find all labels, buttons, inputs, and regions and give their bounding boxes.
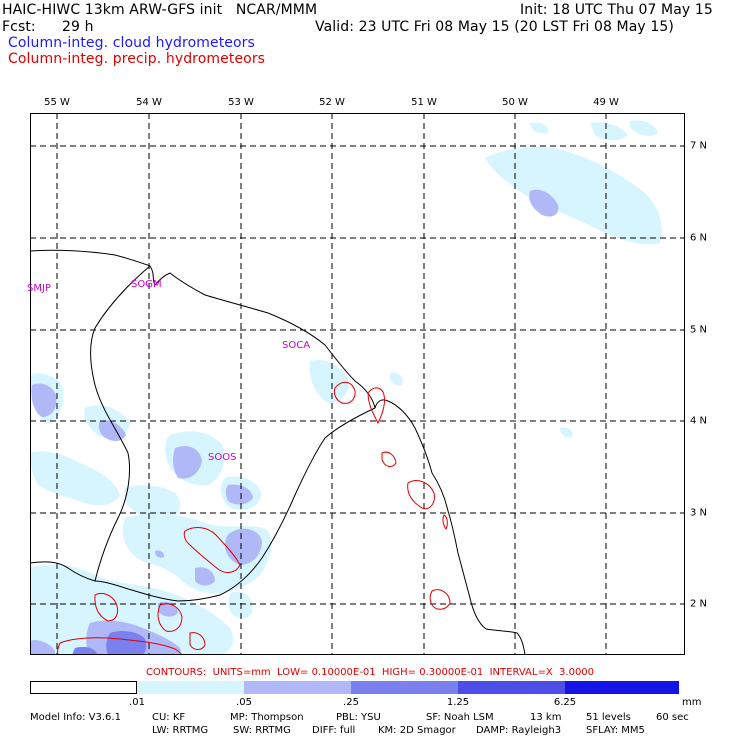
coastline-borders [30, 249, 526, 655]
cloud-hydrometeor-shading [30, 120, 662, 655]
model-info-diff: DIFF: full [312, 725, 356, 736]
model-info-sf: SF: Noah LSM [426, 712, 494, 723]
valid-time: Valid: 23 UTC Fri 08 May 15 (20 LST Fri … [315, 19, 674, 35]
legend-tick-0: .01 [129, 697, 145, 708]
station-label-sogm: SOGM [131, 279, 162, 290]
init-time: Init: 18 UTC Thu 07 May 15 [520, 2, 713, 18]
model-info-version: Model Info: V3.6.1 [30, 712, 121, 723]
model-title: HAIC-HIWC 13km ARW-GFS init NCAR/MMM [2, 2, 318, 18]
model-info-lw: LW: RRTMG [152, 725, 209, 736]
lon-label-52w: 52 W [319, 97, 345, 108]
precip-field-title: Column-integ. precip. hydrometeors [8, 51, 266, 67]
forecast-label: Fcst: [2, 19, 36, 35]
precip-hydrometeor-contours [57, 381, 451, 655]
forecast-hour: 29 h [62, 19, 94, 35]
legend-bin-1 [137, 681, 244, 694]
station-label-soca: SOCA [282, 340, 311, 351]
lat-lon-grid [30, 113, 685, 655]
station-label-soos: SOOS [208, 452, 237, 463]
model-info-resolution: 13 km [530, 712, 562, 723]
legend-tick-1: .05 [236, 697, 252, 708]
legend-bin-2 [244, 681, 351, 694]
model-info-sflay: SFLAY: MM5 [586, 725, 645, 736]
lat-label-2n: 2 N [690, 598, 708, 610]
model-info-timestep: 60 sec [656, 712, 689, 723]
lat-label-7n: 7 N [690, 140, 708, 152]
model-info-km: KM: 2D Smagor [378, 725, 456, 736]
legend-bin-4 [458, 681, 565, 694]
lon-label-51w: 51 W [411, 97, 437, 108]
model-info-levels: 51 levels [586, 712, 631, 723]
lon-label-49w: 49 W [593, 97, 619, 108]
legend-unit: mm [682, 697, 702, 708]
forecast-map [30, 113, 685, 655]
model-info-damp: DAMP: Rayleigh3 [476, 725, 562, 736]
legend-bin-0 [30, 681, 137, 694]
lat-label-6n: 6 N [690, 232, 708, 244]
legend-tick-3: 1.25 [446, 697, 470, 708]
legend-bin-3 [351, 681, 458, 694]
lat-label-4n: 4 N [690, 415, 708, 427]
lon-label-54w: 54 W [136, 97, 162, 108]
lon-label-55w: 55 W [44, 97, 70, 108]
cloud-field-title: Column-integ. cloud hydrometeors [8, 35, 255, 51]
lon-label-53w: 53 W [228, 97, 254, 108]
model-info-sw: SW: RRTMG [233, 725, 291, 736]
model-info-cu: CU: KF [152, 712, 186, 723]
model-info-pbl: PBL: YSU [336, 712, 381, 723]
contour-info: CONTOURS: UNITS=mm LOW= 0.10000E-01 HIGH… [145, 667, 595, 678]
station-label-smjp: SMJP [27, 283, 51, 294]
model-info-mp: MP: Thompson [230, 712, 304, 723]
lon-label-50w: 50 W [502, 97, 528, 108]
lat-label-3n: 3 N [690, 507, 708, 519]
lat-label-5n: 5 N [690, 324, 708, 336]
legend-bin-5 [565, 681, 679, 694]
legend-tick-2: .25 [343, 697, 359, 708]
legend-tick-4: 6.25 [553, 697, 577, 708]
